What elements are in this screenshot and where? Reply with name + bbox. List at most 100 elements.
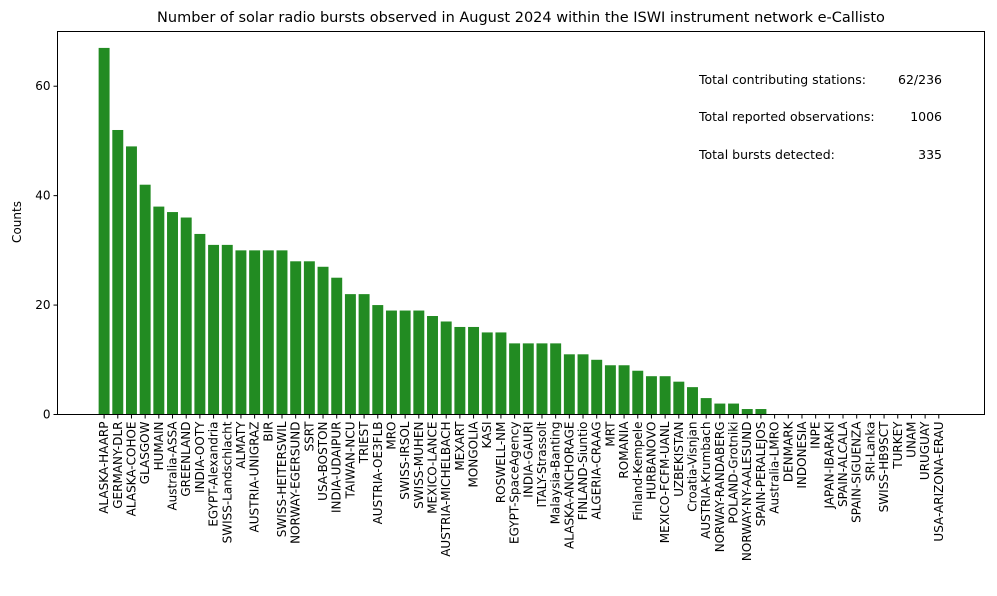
x-tick-label: ITALY-Strassolt xyxy=(535,421,549,507)
bar xyxy=(153,206,165,415)
x-ticks-group: ALASKA-HAARP GERMANY-DLR ALASKA-COHOE GLASG… xyxy=(97,414,946,562)
x-tick-label: SWISS-MUHEN xyxy=(412,422,426,509)
x-tick-label: SPAIN-ALCALA xyxy=(836,421,850,507)
bar xyxy=(262,250,274,415)
x-tick-label: MONGOLIA xyxy=(467,421,481,488)
x-tick-label: ALMATY xyxy=(234,421,248,469)
bar xyxy=(495,332,507,415)
x-tick-label: INDIA-GAURI xyxy=(521,422,535,498)
bar xyxy=(755,409,767,415)
bar xyxy=(372,305,384,415)
bar xyxy=(522,343,534,415)
x-tick-label: Croatia-Visnjan xyxy=(686,422,700,512)
stats-annotation: Total contributing stations: 62/236 Tota… xyxy=(698,72,942,162)
x-tick-label: EGYPT-SpaceAgency xyxy=(508,422,522,545)
bar xyxy=(385,310,397,415)
bar xyxy=(645,376,657,415)
bar xyxy=(700,398,712,415)
x-tick-label: MRT xyxy=(603,421,617,447)
bar xyxy=(331,277,343,415)
x-tick-label: INDIA-OOTY xyxy=(193,421,207,493)
stat-observations-label: Total reported observations: xyxy=(698,109,875,124)
bar xyxy=(235,250,247,415)
bar xyxy=(399,310,411,415)
x-tick-label: MEXART xyxy=(453,421,467,471)
bar xyxy=(440,321,452,415)
stat-stations-label: Total contributing stations: xyxy=(698,72,866,87)
bar xyxy=(303,261,315,415)
bar xyxy=(180,217,192,415)
x-tick-label: AUSTRIA-Krumbach xyxy=(699,422,713,539)
y-ticks-group: 0 20 40 60 xyxy=(35,79,58,422)
bar xyxy=(577,354,589,415)
bar xyxy=(481,332,493,415)
x-tick-label: SPAIN-SIGUENZA xyxy=(850,421,864,523)
bar xyxy=(167,212,178,415)
x-tick-label: SWISS-HEITERSWIL xyxy=(275,421,289,537)
x-tick-label: BIR xyxy=(261,422,275,442)
x-tick-label: SPAIN-PERALEJOS xyxy=(754,422,768,527)
x-tick-label: MRO xyxy=(384,422,398,450)
x-tick-label: ALASKA-COHOE xyxy=(124,422,138,517)
bar xyxy=(208,244,220,415)
bar xyxy=(98,47,110,415)
x-tick-label: UNAM xyxy=(904,422,918,458)
x-tick-label: AUSTRIA-UNIGRAZ xyxy=(248,422,262,533)
x-tick-label: Finland-Kempele xyxy=(631,422,645,521)
x-tick-label: INDONESIA xyxy=(795,421,809,489)
x-tick-label: Australia-LMRO xyxy=(768,422,782,514)
bar xyxy=(139,184,151,415)
x-tick-label: AUSTRIA-MICHELBACH xyxy=(439,422,453,557)
bar xyxy=(290,261,302,415)
x-tick-label: INPE xyxy=(809,422,823,449)
bar xyxy=(563,354,575,415)
x-tick-label: MEXICO-FCFM-UANL xyxy=(658,421,672,543)
x-tick-label: TRIEST xyxy=(357,421,371,464)
y-tick-label: 20 xyxy=(35,298,50,312)
x-tick-label: GREENLAND xyxy=(179,422,193,497)
bar xyxy=(427,316,438,415)
stat-bursts-label: Total bursts detected: xyxy=(698,147,835,162)
x-tick-label: TAIWAN-NCU xyxy=(343,422,357,500)
x-tick-label: NORWAY-RANDABERG xyxy=(713,422,727,553)
x-tick-label: ALASKA-ANCHORAGE xyxy=(562,422,576,549)
bar xyxy=(714,403,726,415)
x-tick-label: TURKEY xyxy=(891,421,905,470)
bar xyxy=(221,244,233,415)
bar xyxy=(618,365,630,415)
bar xyxy=(632,370,644,415)
x-tick-label: SSRT xyxy=(302,421,316,452)
bar xyxy=(591,359,603,415)
x-tick-label: ROSWELL-NM xyxy=(494,422,508,504)
x-tick-label: POLAND-Grotniki xyxy=(727,422,741,524)
x-tick-label: ALASKA-HAARP xyxy=(97,422,111,514)
stat-stations-value: 62/236 xyxy=(898,72,942,87)
bar xyxy=(741,409,753,415)
bars-group xyxy=(98,47,767,415)
plot-frame xyxy=(57,31,985,415)
x-tick-label: KASI xyxy=(480,422,494,449)
bar xyxy=(413,310,425,415)
bar xyxy=(604,365,616,415)
stat-bursts-value: 335 xyxy=(918,147,942,162)
x-tick-label: SRI-Lanka xyxy=(863,422,877,482)
bar xyxy=(249,250,261,415)
x-tick-label: ROMANIA xyxy=(617,421,631,479)
x-tick-label: INDIA-UDAIPUR xyxy=(330,422,344,514)
bar xyxy=(468,326,480,415)
x-tick-label: DENMARK xyxy=(781,420,795,482)
x-tick-label: NORWAY-NY-AALESUND xyxy=(740,422,754,562)
x-tick-label: SWISS-IRSOL xyxy=(398,421,412,500)
bar xyxy=(125,146,137,415)
x-tick-label: GLASGOW xyxy=(138,421,152,484)
x-tick-label: Australia-ASSA xyxy=(166,421,180,511)
chart-title: Number of solar radio bursts observed in… xyxy=(157,10,885,26)
y-axis-label: Counts xyxy=(10,201,24,243)
y-tick-label: 0 xyxy=(43,408,51,422)
bar xyxy=(687,387,698,415)
x-tick-label: MEXICO-LANCE xyxy=(426,422,440,514)
bar xyxy=(454,326,466,415)
x-tick-label: JAPAN-IBARAKI xyxy=(822,422,836,510)
